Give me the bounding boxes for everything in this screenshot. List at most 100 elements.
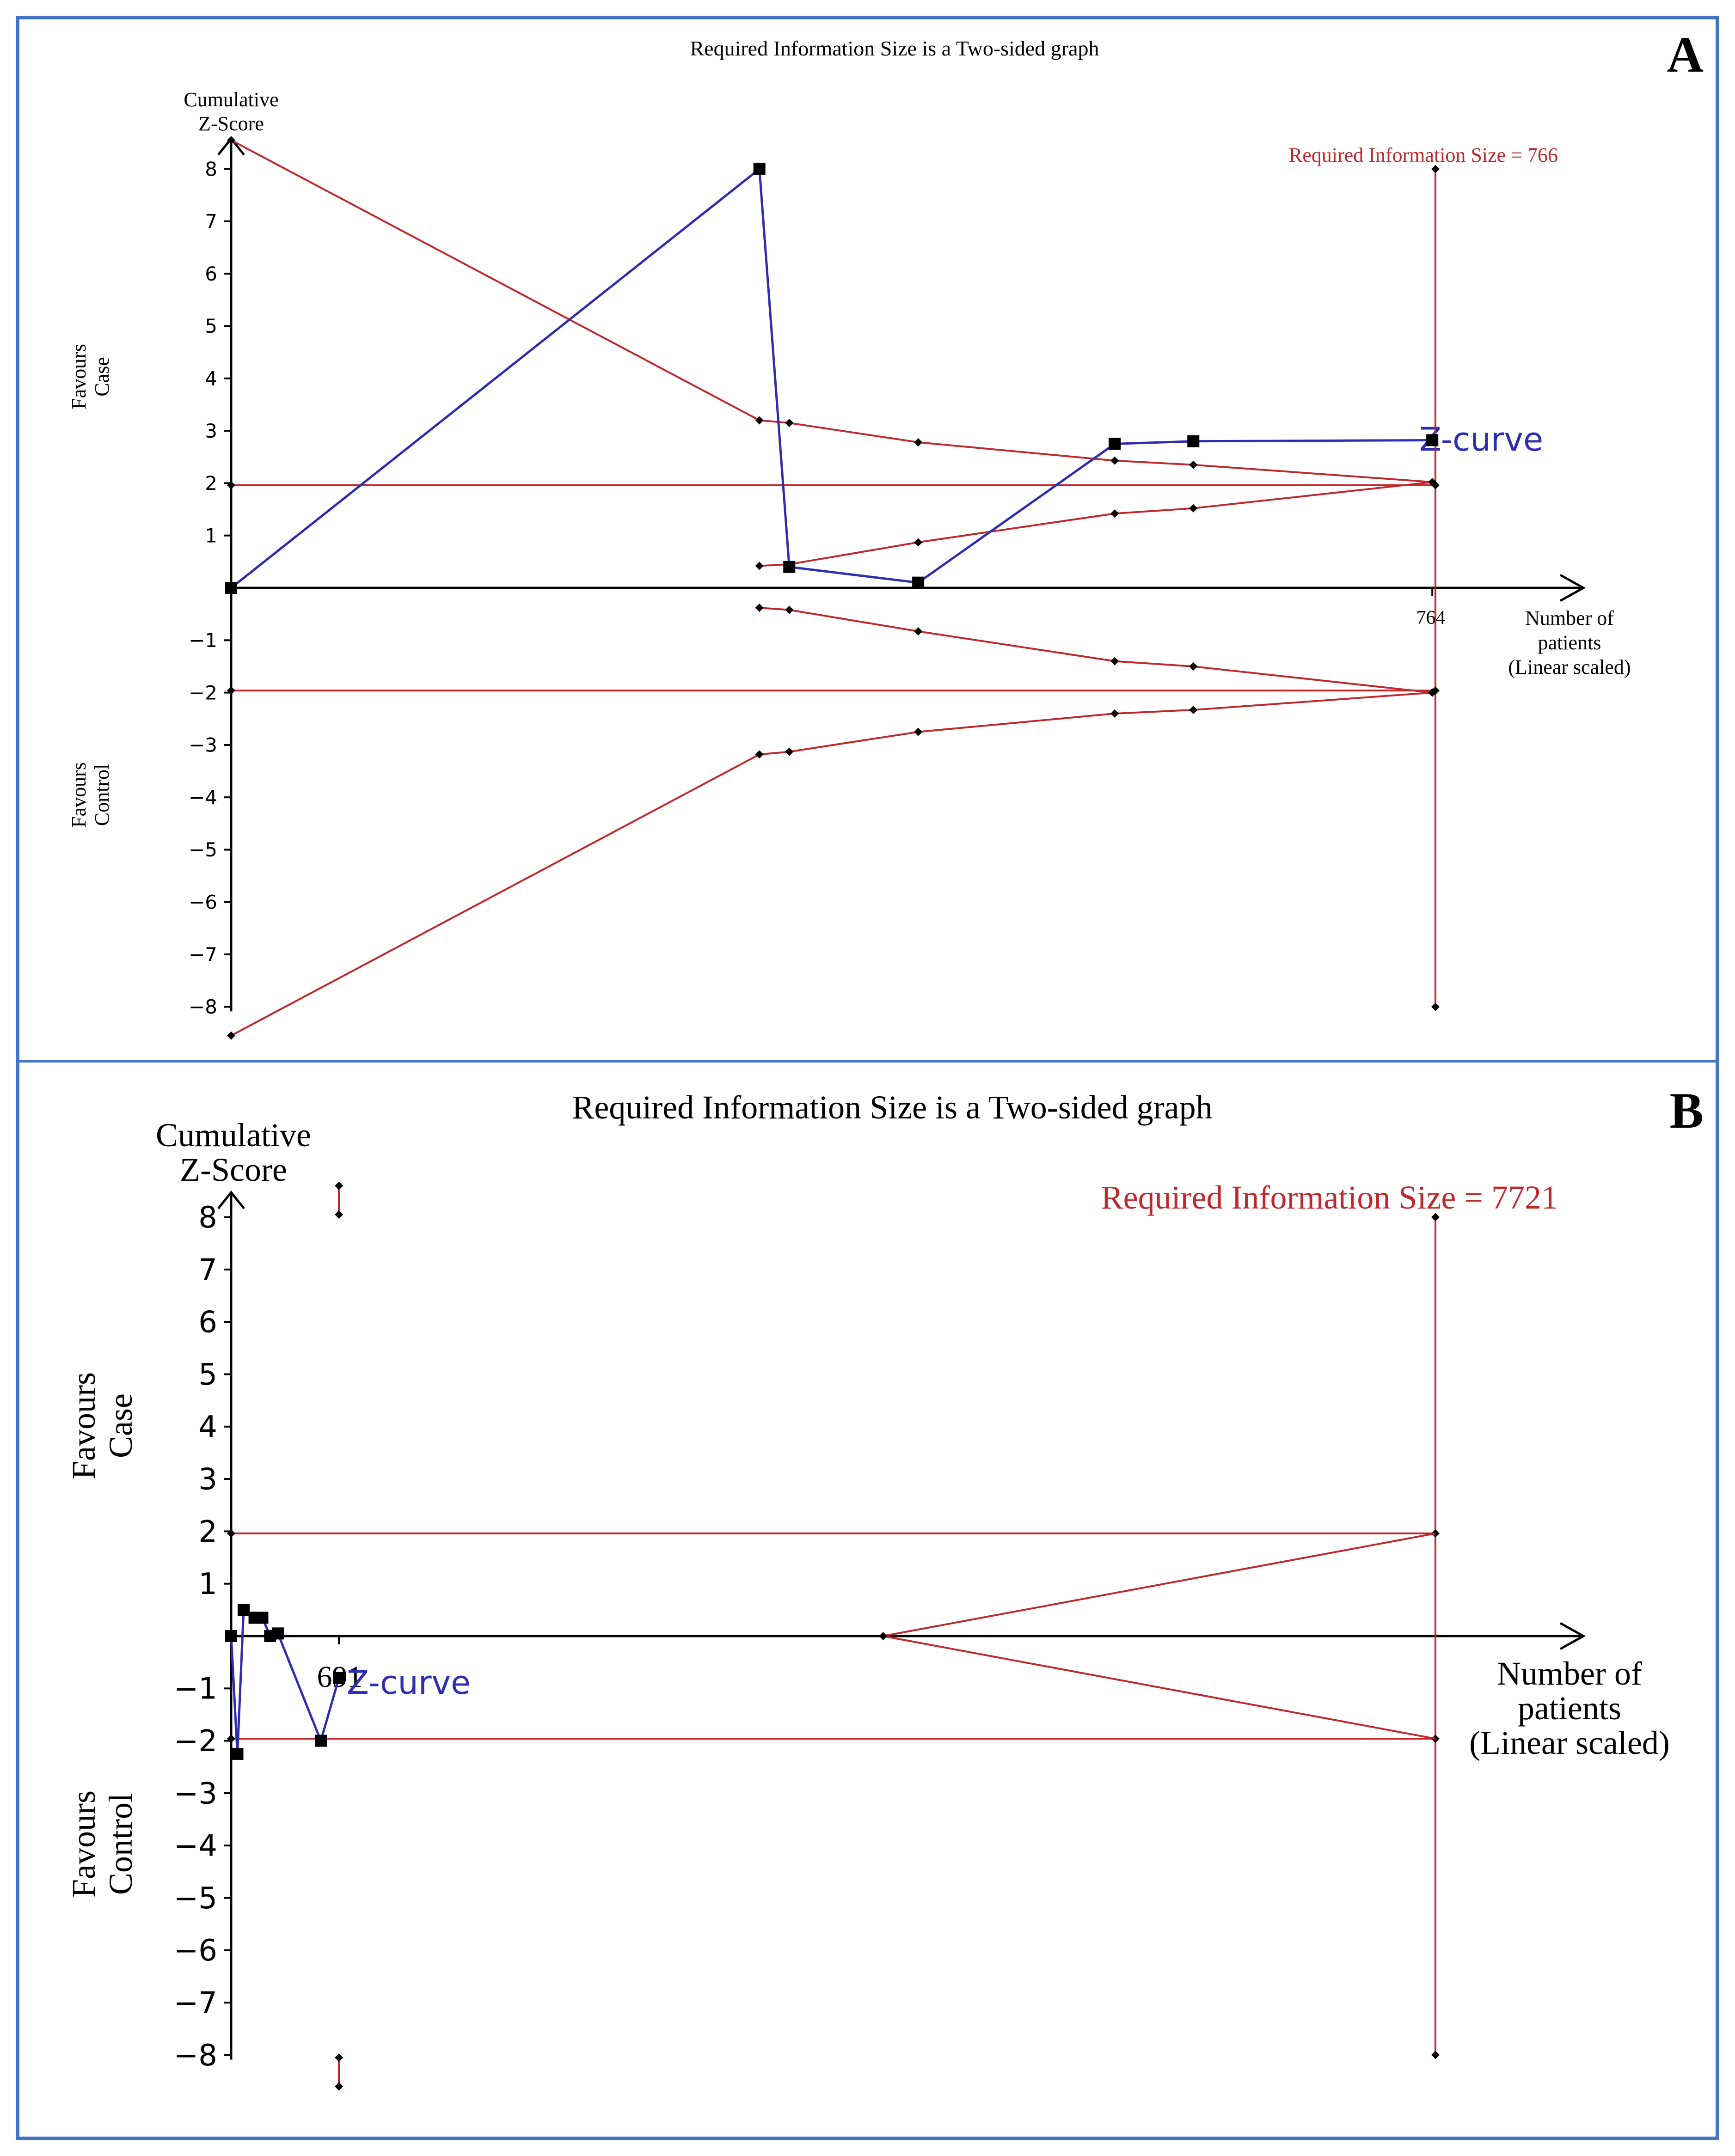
y-tick-label: −4 xyxy=(174,1829,217,1863)
lower-futility-point xyxy=(1110,657,1119,666)
panel-label: B xyxy=(1670,1082,1704,1139)
y-tick-label: −8 xyxy=(174,2039,217,2073)
lower-monitoring-point xyxy=(227,1031,235,1040)
lower-monitoring-point xyxy=(1189,705,1198,714)
upper-futility-point xyxy=(755,562,764,570)
lower-futility-point xyxy=(755,604,764,612)
ris-line-marker xyxy=(1431,1213,1440,1222)
favours-control-label: Favours xyxy=(65,1790,102,1898)
favours-control-label: Favours xyxy=(67,762,90,828)
figure-border xyxy=(16,16,1719,2140)
lower-monitoring-point xyxy=(335,2082,343,2091)
z-curve-point xyxy=(272,1627,284,1640)
lower-futility-point xyxy=(1189,662,1198,671)
z-curve-point xyxy=(1109,438,1121,450)
y-axis-arrowhead xyxy=(217,1190,245,1209)
upper-monitoring-point xyxy=(755,416,764,425)
y-axis-label: Cumulative xyxy=(156,1117,311,1154)
upper-futility-point xyxy=(1428,478,1437,487)
y-tick-label: −8 xyxy=(189,996,217,1018)
z-curve-point xyxy=(1187,435,1200,447)
conventional-boundary-marker xyxy=(227,1529,235,1538)
lower-futility-point xyxy=(914,627,923,636)
futility-boundary-upper xyxy=(883,1532,1436,1637)
lower-futility-boundary xyxy=(759,607,1433,694)
z-curve-point xyxy=(333,1672,345,1684)
y-tick-label: −1 xyxy=(174,1672,217,1706)
y-tick-label: 8 xyxy=(198,1201,217,1235)
ris-line-marker xyxy=(1431,2051,1440,2059)
y-tick-label: 1 xyxy=(205,524,217,547)
y-tick-label: −3 xyxy=(174,1777,217,1811)
upper-monitoring-point xyxy=(335,1181,343,1190)
y-axis-label: Z-Score xyxy=(198,112,264,135)
favours-case-label: Case xyxy=(91,357,113,397)
panel-a: A Required Information Size is a Two-sid… xyxy=(67,26,1704,1040)
x-axis-label: patients xyxy=(1518,1690,1621,1727)
y-tick-label: 4 xyxy=(205,367,217,390)
z-curve-point xyxy=(783,561,796,573)
lower-monitoring-point xyxy=(914,727,923,736)
futility-wedge-point xyxy=(879,1632,888,1640)
z-curve-point xyxy=(237,1604,250,1616)
x-axis-label: (Linear scaled) xyxy=(1508,656,1631,678)
ris-label: Required Information Size = 7721 xyxy=(1101,1179,1558,1216)
upper-monitoring-point xyxy=(335,1210,343,1219)
ris-line-marker xyxy=(1431,1002,1440,1011)
favours-control-label: Control xyxy=(102,1793,139,1895)
z-curve-point xyxy=(912,576,925,589)
upper-monitoring-point xyxy=(914,438,923,447)
y-tick-label: −2 xyxy=(174,1724,217,1759)
lower-monitoring-point xyxy=(1110,709,1119,718)
lower-monitoring-point xyxy=(1428,688,1437,697)
chart-title: Required Information Size is a Two-sided… xyxy=(572,1089,1212,1126)
x-axis-arrowhead xyxy=(1559,574,1586,602)
y-tick-label: 8 xyxy=(205,158,217,180)
y-tick-label: 5 xyxy=(205,315,217,337)
y-tick-label: 6 xyxy=(198,1306,217,1340)
z-curve-point xyxy=(225,582,237,594)
y-tick-label: −6 xyxy=(174,1934,217,1968)
x-axis-label: Number of xyxy=(1497,1655,1642,1692)
y-tick-label: 2 xyxy=(198,1515,217,1549)
z-curve-point xyxy=(225,1630,237,1642)
y-tick-label: 1 xyxy=(198,1567,217,1601)
lower-monitoring-point xyxy=(785,747,794,756)
z-curve-point xyxy=(1426,434,1439,446)
y-tick-label: −7 xyxy=(174,1986,217,2021)
upper-futility-point xyxy=(1110,509,1119,518)
upper-monitoring-point xyxy=(227,136,235,145)
z-curve-point xyxy=(753,163,766,175)
favours-case-label: Favours xyxy=(65,1372,102,1479)
y-tick-label: 3 xyxy=(205,420,217,442)
z-curve-label: Z-curve xyxy=(1419,421,1543,458)
y-tick-label: 2 xyxy=(205,472,217,495)
z-curve-point xyxy=(256,1612,269,1624)
favours-case-label: Favours xyxy=(67,344,90,409)
y-axis-label: Cumulative xyxy=(184,88,278,111)
panel-b: B Required Information Size is a Two-sid… xyxy=(65,1082,1704,2091)
upper-monitoring-point xyxy=(1110,456,1119,465)
chart-title: Required Information Size is a Two-sided… xyxy=(690,37,1099,60)
conventional-boundary-marker xyxy=(227,1735,235,1743)
x-axis-label: patients xyxy=(1538,631,1601,654)
x-tick-label: 764 xyxy=(1416,607,1446,629)
lower-monitoring-point xyxy=(755,750,764,759)
x-axis-label: Number of xyxy=(1525,607,1614,629)
y-tick-label: 3 xyxy=(198,1463,217,1497)
y-tick-label: 4 xyxy=(198,1410,217,1444)
conventional-boundary-marker xyxy=(227,481,235,489)
lower-futility-point xyxy=(785,605,794,614)
y-tick-label: −7 xyxy=(189,943,217,966)
y-tick-label: 7 xyxy=(205,210,217,233)
x-axis-arrowhead xyxy=(1559,1622,1586,1650)
upper-monitoring-point xyxy=(785,419,794,428)
upper-monitoring-point xyxy=(1189,460,1198,469)
y-tick-label: −4 xyxy=(189,786,217,809)
y-tick-label: −6 xyxy=(189,891,217,914)
y-tick-label: 5 xyxy=(198,1358,217,1392)
y-tick-label: −5 xyxy=(174,1881,217,1916)
y-tick-label: 6 xyxy=(205,263,217,285)
futility-boundary-lower xyxy=(883,1635,1436,1740)
conventional-boundary-marker xyxy=(227,686,235,695)
